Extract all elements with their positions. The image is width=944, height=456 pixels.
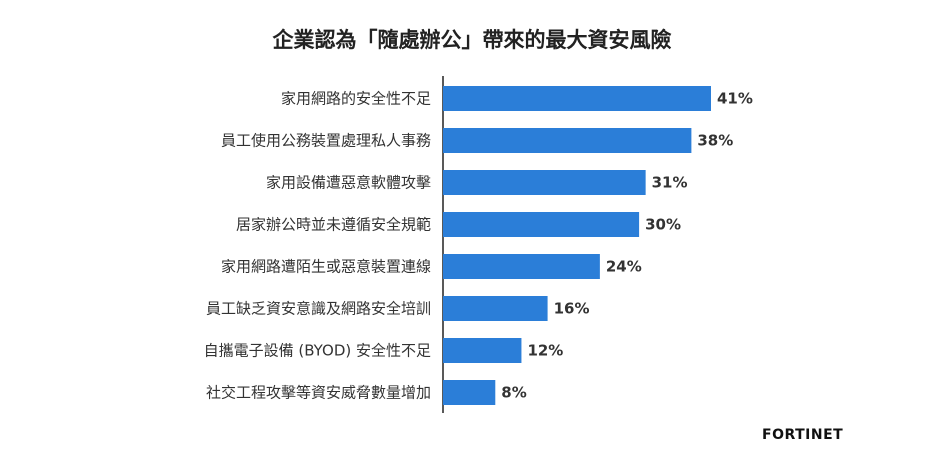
bar [443, 254, 600, 279]
category-label: 家用設備遭惡意軟體攻擊 [266, 174, 431, 192]
bar [443, 128, 692, 153]
value-label: 12% [527, 342, 563, 360]
bars-group: 家用網路的安全性不足 41% 員工使用公務裝置處理私人事務 38% 家用設備遭惡意軟體攻… [204, 86, 753, 405]
value-label: 30% [645, 216, 681, 234]
bar [443, 212, 640, 237]
category-label: 自攜電子設備 (BYOD) 安全性不足 [204, 342, 431, 360]
category-label: 社交工程攻擊等資安威脅數量增加 [206, 384, 431, 402]
bar [443, 296, 548, 321]
bar [443, 170, 646, 195]
bar [443, 338, 522, 363]
bar [443, 380, 496, 405]
value-label: 8% [501, 384, 526, 402]
chart-title: 企業認為「隨處辦公」帶來的最大資安風險 [272, 28, 672, 52]
value-label: 38% [697, 132, 733, 150]
value-label: 31% [652, 174, 688, 192]
category-label: 家用網路遭陌生或惡意裝置連線 [221, 258, 431, 276]
category-label: 員工缺乏資安意識及網路安全培訓 [206, 300, 431, 318]
value-label: 24% [606, 258, 642, 276]
value-label: 16% [554, 300, 590, 318]
value-label: 41% [717, 90, 753, 108]
category-label: 員工使用公務裝置處理私人事務 [221, 132, 431, 150]
bar [443, 86, 711, 111]
fortinet-logo: FORTINET [762, 427, 843, 443]
category-label: 居家辦公時並未遵循安全規範 [236, 216, 431, 234]
logo-text: FORTINET [762, 427, 844, 443]
category-label: 家用網路的安全性不足 [281, 90, 431, 108]
